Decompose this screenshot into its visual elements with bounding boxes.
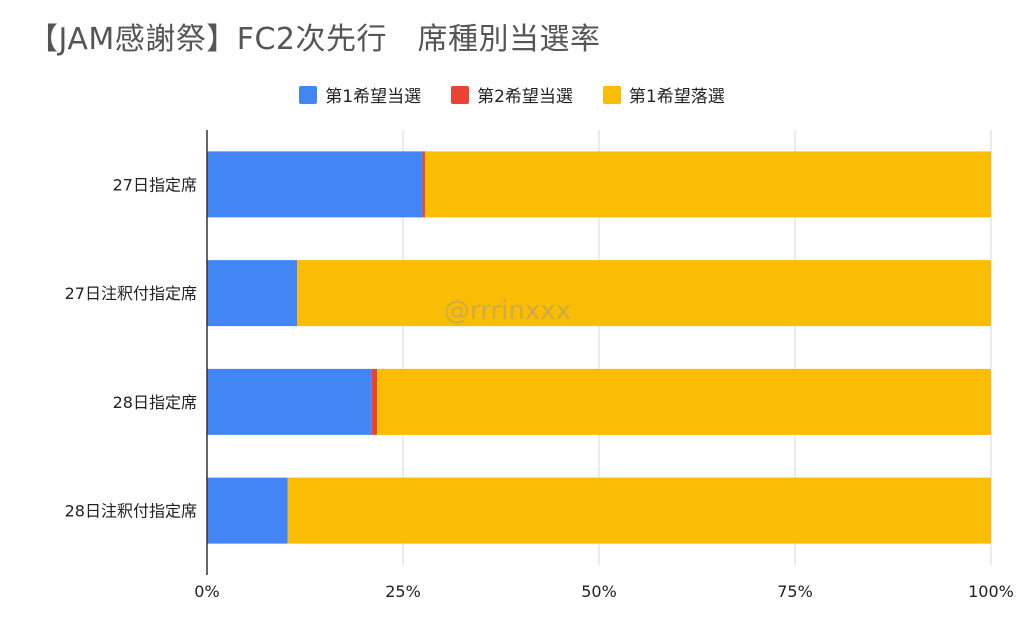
chart-title: 【JAM感謝祭】FC2次先行 席種別当選率 bbox=[28, 22, 601, 57]
y-category-label: 28日注釈付指定席 bbox=[65, 502, 197, 521]
bar-segment bbox=[297, 260, 991, 327]
legend-swatch-series-3 bbox=[602, 85, 621, 104]
y-category-label: 28日指定席 bbox=[113, 393, 197, 412]
legend-label-series-3: 第1希望落選 bbox=[628, 87, 725, 107]
x-tick-label: 75% bbox=[777, 582, 813, 601]
legend-swatch-series-1 bbox=[299, 85, 318, 104]
legend-item-series-2: 第2希望当選 bbox=[451, 82, 573, 107]
bar-segment bbox=[371, 368, 378, 435]
legend-label-series-1: 第1希望当選 bbox=[325, 87, 422, 107]
legend-item-series-3: 第1希望落選 bbox=[602, 82, 725, 107]
bar-segment bbox=[424, 151, 991, 218]
bar-segment bbox=[207, 368, 372, 435]
x-tick-label: 100% bbox=[968, 582, 1014, 601]
bar-segment bbox=[207, 260, 298, 327]
watermark: @rrrinxxx bbox=[444, 296, 572, 326]
bar-segment bbox=[287, 477, 991, 544]
bar-segment bbox=[377, 368, 991, 435]
legend-item-series-1: 第1希望当選 bbox=[299, 82, 421, 107]
x-tick-label: 25% bbox=[385, 582, 421, 601]
legend-swatch-series-2 bbox=[451, 85, 470, 104]
bar-segment bbox=[422, 151, 425, 218]
legend-label-series-2: 第2希望当選 bbox=[477, 87, 573, 107]
legend: 第1希望当選 第2希望当選 第1希望落選 bbox=[0, 82, 1024, 107]
x-tick-label: 0% bbox=[194, 582, 219, 601]
x-tick-label: 50% bbox=[581, 582, 617, 601]
bar-segment bbox=[207, 477, 288, 544]
y-category-label: 27日注釈付指定席 bbox=[65, 284, 197, 303]
bar-segment bbox=[207, 151, 423, 218]
y-category-label: 27日指定席 bbox=[113, 175, 197, 194]
